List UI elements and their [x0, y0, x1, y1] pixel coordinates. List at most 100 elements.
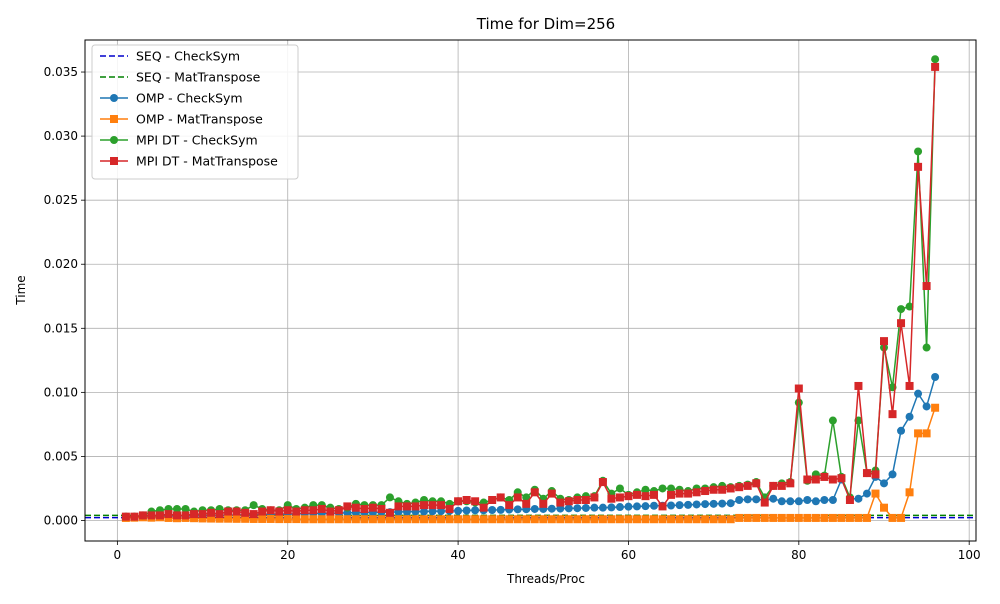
data-point: [292, 507, 301, 516]
data-point: [743, 495, 752, 504]
data-point: [624, 492, 633, 501]
data-point: [905, 302, 914, 311]
data-point: [667, 484, 676, 493]
data-point: [709, 499, 718, 508]
data-point: [897, 513, 906, 522]
data-point: [743, 481, 752, 490]
data-point: [590, 503, 599, 512]
data-point: [360, 515, 369, 524]
data-point: [437, 507, 446, 516]
data-point: [530, 504, 539, 513]
data-point: [777, 513, 786, 522]
data-point: [786, 513, 795, 522]
data-point: [249, 514, 258, 523]
data-point: [880, 479, 889, 488]
data-point: [667, 490, 676, 499]
data-point: [428, 507, 437, 516]
data-point: [334, 506, 343, 515]
data-point: [632, 502, 641, 511]
grid-lines: [85, 40, 976, 541]
data-point: [607, 503, 616, 512]
data-point: [735, 513, 744, 522]
data-point: [454, 497, 463, 506]
data-point: [138, 511, 147, 520]
data-point: [658, 502, 667, 511]
data-point: [411, 515, 420, 524]
x-tick-label: 20: [280, 548, 295, 562]
data-point: [147, 511, 156, 520]
data-point: [130, 512, 139, 521]
data-point: [862, 469, 871, 478]
data-point: [769, 494, 778, 503]
data-point: [726, 484, 735, 493]
data-point: [922, 429, 931, 438]
data-point: [880, 337, 889, 346]
data-point: [420, 501, 429, 510]
data-point: [394, 502, 403, 511]
data-point: [573, 495, 582, 504]
data-point: [726, 515, 735, 524]
data-point: [539, 499, 548, 508]
x-tick-label: 40: [450, 548, 465, 562]
y-tick-label: 0.020: [44, 257, 78, 271]
data-point: [786, 479, 795, 488]
data-point: [845, 495, 854, 504]
data-point: [922, 402, 931, 411]
data-point: [726, 499, 735, 508]
data-point: [794, 497, 803, 506]
data-point: [880, 503, 889, 512]
data-point: [675, 501, 684, 510]
data-point: [522, 499, 531, 508]
data-point: [760, 498, 769, 507]
data-point: [454, 515, 463, 524]
data-point: [385, 508, 394, 517]
data-point: [752, 513, 761, 522]
x-tick-label: 80: [791, 548, 806, 562]
data-point: [573, 504, 582, 513]
data-point: [701, 487, 710, 496]
axis-ticks: 0 20 40 60 80 100 0.000 0.005 0.010 0.015 0.020 0.0…: [44, 65, 981, 562]
data-point: [667, 501, 676, 510]
data-point: [377, 504, 386, 513]
data-point: [377, 515, 386, 524]
data-point: [905, 488, 914, 497]
legend-label: SEQ - MatTranspose: [136, 70, 261, 85]
data-point: [283, 515, 292, 524]
data-point: [897, 426, 906, 435]
data-point: [547, 504, 556, 513]
data-point: [368, 515, 377, 524]
data-point: [505, 501, 514, 510]
data-point: [488, 495, 497, 504]
data-point: [692, 515, 701, 524]
data-point: [650, 501, 659, 510]
data-point: [564, 497, 573, 506]
data-point: [385, 493, 394, 502]
data-point: [172, 511, 181, 520]
data-point: [598, 478, 607, 487]
data-point: [420, 507, 429, 516]
data-point: [828, 513, 837, 522]
data-point: [258, 507, 267, 516]
data-point: [769, 513, 778, 522]
data-point: [641, 502, 650, 511]
data-point: [581, 515, 590, 524]
data-point: [615, 484, 624, 493]
data-point: [488, 505, 497, 514]
data-point: [241, 508, 250, 517]
data-point: [300, 515, 309, 524]
data-point: [709, 485, 718, 494]
data-point: [862, 489, 871, 498]
legend-label: MPI DT - MatTranspose: [136, 154, 278, 169]
x-tick-label: 0: [114, 548, 122, 562]
data-point: [854, 494, 863, 503]
data-point: [556, 504, 565, 513]
data-point: [598, 503, 607, 512]
data-point: [803, 475, 812, 484]
legend-marker: [110, 115, 118, 123]
data-point: [641, 515, 650, 524]
legend-label: OMP - MatTranspose: [136, 112, 263, 127]
data-point: [266, 514, 275, 523]
data-point: [897, 319, 906, 328]
data-point: [786, 497, 795, 506]
data-point: [845, 513, 854, 522]
